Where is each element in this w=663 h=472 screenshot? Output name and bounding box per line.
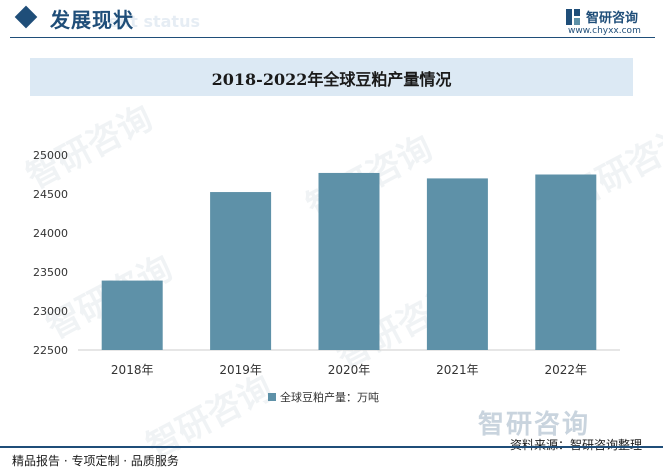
chart-title-band: 2018-2022年全球豆粕产量情况: [30, 58, 633, 96]
footer-slogan: 精品报告 · 专项定制 · 品质服务: [12, 454, 179, 468]
section-ghost-text: ent status: [108, 12, 200, 31]
x-tick-label: 2021年: [436, 363, 479, 377]
y-tick-label: 24000: [33, 227, 68, 240]
bar: [535, 174, 597, 350]
y-tick-label: 23500: [33, 266, 68, 279]
x-tick-label: 2019年: [219, 363, 262, 377]
y-tick-label: 24500: [33, 188, 68, 201]
section-title: 发展现状: [50, 8, 134, 32]
header-divider: [10, 37, 555, 38]
chart-title: 2018-2022年全球豆粕产量情况: [211, 70, 452, 89]
x-tick-label: 2022年: [545, 363, 588, 377]
logo-text: 智研咨询: [586, 11, 639, 26]
legend-label: 全球豆粕产量：万吨: [280, 390, 379, 404]
x-tick-label: 2018年: [111, 363, 154, 377]
y-tick-label: 23000: [33, 305, 68, 318]
bar: [210, 192, 272, 350]
header-divider-right: [555, 37, 655, 38]
bar: [318, 172, 380, 350]
watermark-logo: 智研咨询: [478, 410, 591, 440]
bar: [426, 178, 488, 350]
legend-swatch: [268, 393, 276, 401]
y-tick-label: 25000: [33, 149, 68, 162]
source-note: 资料来源：智研咨询整理: [510, 438, 643, 452]
x-tick-label: 2020年: [328, 363, 371, 377]
logo-url: www.chyxx.com: [568, 26, 641, 36]
bar: [101, 280, 163, 350]
y-tick-label: 22500: [33, 344, 68, 357]
brand-logo: 智研咨询: [566, 7, 638, 26]
header: ent status 发展现状 智研咨询 www.chyxx.com: [0, 0, 663, 44]
footer-divider: [0, 446, 663, 448]
logo-icon: [566, 8, 580, 25]
